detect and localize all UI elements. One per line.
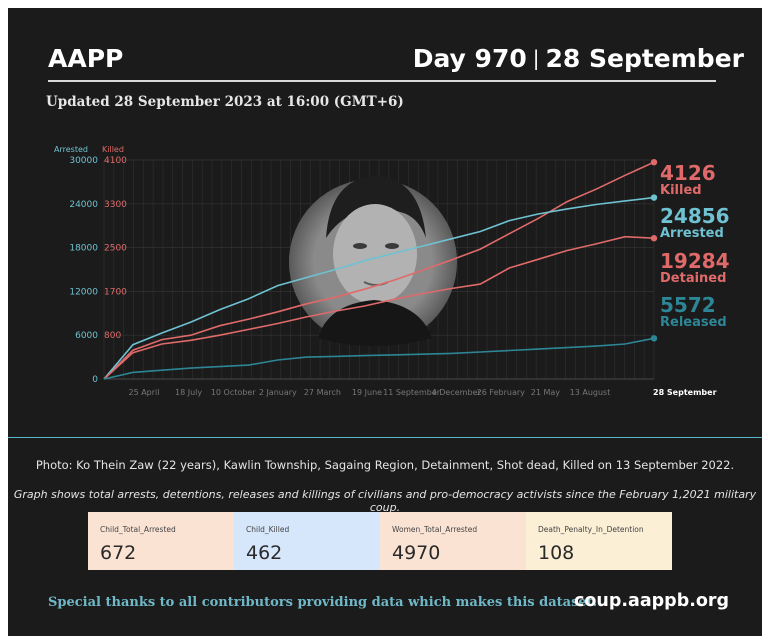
x-tick-label: 26 February <box>477 388 525 397</box>
series-end-dot-detained <box>650 235 658 242</box>
portrait-photo <box>289 176 457 346</box>
arrested-axis-label: Arrested <box>54 145 88 154</box>
day-number: Day 970 <box>412 44 527 73</box>
detained-end-name: Detained <box>660 271 726 286</box>
x-tick-label: 19 June <box>352 388 382 397</box>
y-tick-killed: 1700 <box>104 287 127 297</box>
brand-title: AAPP <box>48 44 124 73</box>
shirt-shape <box>318 300 432 346</box>
y-tick-killed: 3300 <box>104 200 127 210</box>
x-tick-label: 2 January <box>259 388 297 397</box>
killed-end-value: 4126 <box>660 161 716 185</box>
day-date: 28 September <box>545 44 745 73</box>
stat-value: 4970 <box>392 542 441 564</box>
series-end-dot-arrested <box>650 194 658 201</box>
y-tick-arrested: 24000 <box>69 200 98 210</box>
x-tick-label: 18 July <box>175 388 202 397</box>
series-line-arrested <box>103 196 655 380</box>
stat-women-total-arrested: Women_Total_Arrested 4970 <box>380 512 526 570</box>
y-tick-killed: 800 <box>104 331 121 341</box>
released-end-name: Released <box>660 315 727 330</box>
stat-label: Child_Killed <box>246 525 290 534</box>
photo-caption: Photo: Ko Thein Zaw (22 years), Kawlin T… <box>35 458 735 472</box>
series-end-dot-killed <box>650 158 658 166</box>
stat-value: 108 <box>538 542 575 564</box>
x-tick-label: 21 May <box>531 388 561 397</box>
stat-child-total-arrested: Child_Total_Arrested 672 <box>88 512 234 570</box>
x-tick-label: 13 August <box>570 388 611 397</box>
y-tick-arrested: 0 <box>92 375 98 385</box>
website-link[interactable]: coup.aappb.org <box>574 591 730 611</box>
stat-value: 462 <box>246 542 283 564</box>
line-chart: 30000 24000 18000 12000 6000 0 4100 3300 2500 170… <box>54 145 730 397</box>
stat-label: Women_Total_Arrested <box>392 525 478 534</box>
y-tick-arrested: 6000 <box>75 331 98 341</box>
x-tick-label: 25 April <box>128 388 159 397</box>
day-counter: Day 970 | 28 September <box>413 44 744 73</box>
chart-axes: 30000 24000 18000 12000 6000 0 4100 3300 2500 170… <box>69 156 654 397</box>
thanks-note: Special thanks to all contributors provi… <box>48 595 598 610</box>
x-end-label: 28 September <box>653 388 717 397</box>
series-line-detained <box>103 235 655 380</box>
arrested-end-value: 24856 <box>660 204 730 228</box>
graph-note: Graph shows total arrests, detentions, r… <box>13 488 757 514</box>
killed-axis-label: Killed <box>102 145 124 154</box>
y-tick-arrested: 12000 <box>69 287 98 297</box>
stat-child-killed: Child_Killed 462 <box>234 512 380 570</box>
stat-death-penalty: Death_Penalty_In_Detention 108 <box>526 512 672 570</box>
stat-label: Child_Total_Arrested <box>100 525 176 534</box>
y-tick-arrested: 18000 <box>69 244 98 254</box>
x-tick-label: 27 March <box>304 388 341 397</box>
header-divider <box>48 80 716 82</box>
y-tick-killed: 4100 <box>104 156 127 166</box>
series-line-killed <box>103 161 655 380</box>
infographic-card: AAPP Day 970 | 28 September Updated 28 Sep… <box>8 8 762 636</box>
x-tick-label: 4 December <box>432 388 482 397</box>
separator-bar: | <box>532 46 540 70</box>
y-tick-arrested: 30000 <box>69 156 98 166</box>
arrested-end-name: Arrested <box>660 226 724 241</box>
detained-end-value: 19284 <box>660 249 730 273</box>
section-divider <box>8 437 762 438</box>
x-tick-label: 10 October <box>211 388 256 397</box>
stat-value: 672 <box>100 542 137 564</box>
series-lines <box>103 158 658 380</box>
series-line-released <box>103 337 655 380</box>
stat-label: Death_Penalty_In_Detention <box>538 525 644 534</box>
series-end-dot-released <box>650 335 658 342</box>
updated-timestamp: Updated 28 September 2023 at 16:00 (GMT+… <box>46 94 404 110</box>
released-end-value: 5572 <box>660 293 716 317</box>
killed-end-name: Killed <box>660 183 702 198</box>
x-tick-label: 11 September <box>383 388 441 397</box>
y-tick-killed: 2500 <box>104 244 127 254</box>
face-shape <box>333 204 417 304</box>
